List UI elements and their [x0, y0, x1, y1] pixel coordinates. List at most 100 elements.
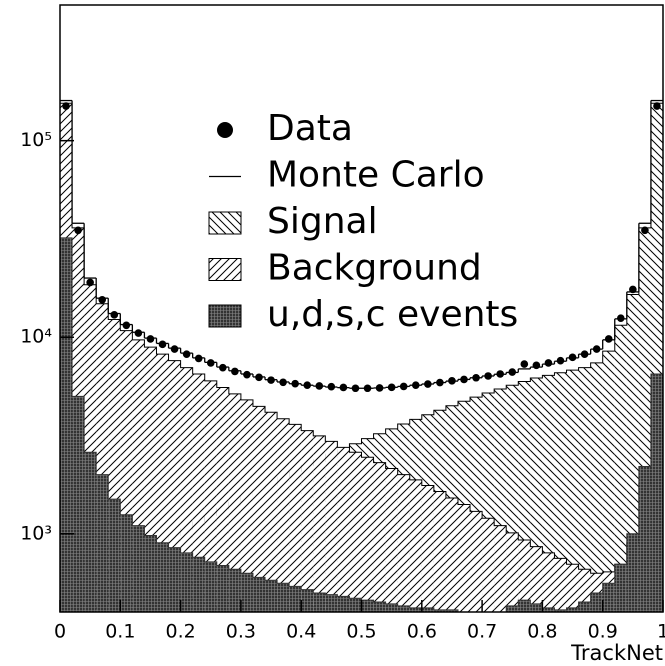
histogram-bin	[650, 373, 663, 612]
histogram-bin	[602, 351, 615, 612]
legend: Data Monte Carlo Signal Background u,d,s,c e…	[208, 108, 518, 335]
x-tick-label: 0.4	[286, 621, 316, 643]
histogram-bin	[180, 552, 193, 612]
histogram-bin	[337, 447, 350, 612]
x-tick-label: 0.2	[165, 621, 195, 643]
histogram-bin	[361, 600, 374, 612]
histogram-bin	[240, 573, 253, 612]
histogram-bin	[156, 542, 169, 612]
histogram-bin	[421, 485, 434, 612]
histogram-bin	[578, 367, 591, 612]
data-point	[122, 321, 131, 330]
histogram-bin	[96, 474, 109, 612]
legend-entry: Monte Carlo	[209, 155, 485, 196]
data-point	[520, 360, 529, 368]
histogram-bin	[204, 380, 217, 612]
x-tick-label: 0.6	[407, 621, 437, 643]
histogram-bin	[349, 598, 362, 612]
legend-entry: u,d,s,c events	[208, 294, 518, 335]
histogram-bin	[626, 533, 639, 612]
histogram-bin	[433, 491, 446, 612]
data-point	[86, 278, 94, 287]
x-tick-label: 0.1	[105, 621, 135, 643]
data-point	[424, 380, 432, 388]
histogram-bin	[325, 594, 338, 612]
data-point	[387, 383, 396, 392]
histogram-bin	[554, 558, 567, 612]
data-point	[629, 285, 637, 294]
histogram-bin	[204, 561, 217, 612]
histogram-bin	[554, 609, 567, 612]
data-point	[98, 296, 107, 304]
histogram-bin	[301, 430, 314, 612]
histogram-bin	[397, 474, 410, 612]
histogram-bin	[482, 518, 495, 612]
histogram-bin	[578, 569, 591, 612]
data-point	[315, 382, 324, 390]
histogram-bin	[385, 468, 398, 612]
histogram-bin	[506, 605, 519, 612]
legend-entry: Signal	[208, 201, 378, 242]
data-point	[653, 102, 661, 110]
y-tick-label: 10³	[20, 522, 52, 544]
y-tick-label: 10⁴	[20, 326, 52, 348]
x-axis-label: TrackNet	[570, 641, 663, 665]
histogram-bin	[614, 564, 627, 612]
histogram-bin	[337, 596, 350, 612]
histogram-bin	[518, 600, 531, 612]
histogram-bin	[445, 609, 458, 612]
histogram-bin	[542, 552, 555, 612]
data-point	[255, 373, 263, 382]
histogram-bin	[313, 592, 326, 612]
data-point	[411, 381, 420, 390]
histogram-bin	[192, 557, 205, 612]
histogram-bin	[289, 424, 302, 612]
histogram-bin	[72, 396, 85, 612]
histogram-bin	[530, 603, 543, 612]
histogram-bin	[180, 367, 193, 612]
histogram-bin	[301, 589, 314, 612]
data-point	[243, 370, 251, 379]
legend-label: Data	[267, 108, 353, 149]
data-point	[580, 350, 589, 358]
histogram-bin	[554, 372, 567, 612]
data-point	[448, 377, 456, 385]
axes: 0 0.1 0.2 0.3 0.4 0.5 0.6 0.7 0.8 0.9 1 10³ 10⁴ 10⁵	[20, 129, 665, 642]
x-tick-label: 0.5	[346, 621, 376, 643]
data-point	[182, 350, 191, 358]
data-point	[158, 340, 167, 349]
data-point	[616, 314, 625, 322]
data-point	[460, 375, 468, 384]
histogram-bin	[361, 457, 374, 612]
histogram-bin	[409, 607, 422, 612]
histogram-bin	[144, 535, 157, 612]
legend-entry: Background	[208, 248, 482, 289]
legend-label: u,d,s,c events	[267, 294, 518, 335]
plot-area	[60, 99, 663, 612]
legend-marker	[208, 304, 242, 328]
data-point	[592, 345, 601, 353]
histogram-bin	[638, 466, 651, 612]
data-point	[363, 384, 372, 393]
histogram-bin	[494, 525, 507, 612]
x-tick-label: 0.8	[527, 621, 557, 643]
histogram-outline	[60, 237, 663, 612]
histogram-bin	[349, 452, 362, 612]
x-tick-label: 0.3	[226, 621, 256, 643]
data-point	[303, 381, 312, 390]
histogram-bin	[397, 605, 410, 612]
data-point	[74, 226, 82, 235]
histogram-bin	[84, 452, 97, 612]
histogram-outline	[60, 102, 663, 612]
histogram-bin	[216, 565, 229, 612]
legend-label: Monte Carlo	[267, 155, 485, 196]
x-tick-label: 0	[54, 621, 66, 643]
data-point	[399, 382, 408, 391]
data-point	[641, 226, 649, 235]
data-point	[375, 384, 384, 392]
histogram-bin	[108, 499, 121, 612]
legend-marker	[217, 122, 233, 138]
histogram-bin	[578, 601, 591, 612]
histogram-bin	[409, 479, 422, 612]
data-point	[194, 354, 203, 363]
